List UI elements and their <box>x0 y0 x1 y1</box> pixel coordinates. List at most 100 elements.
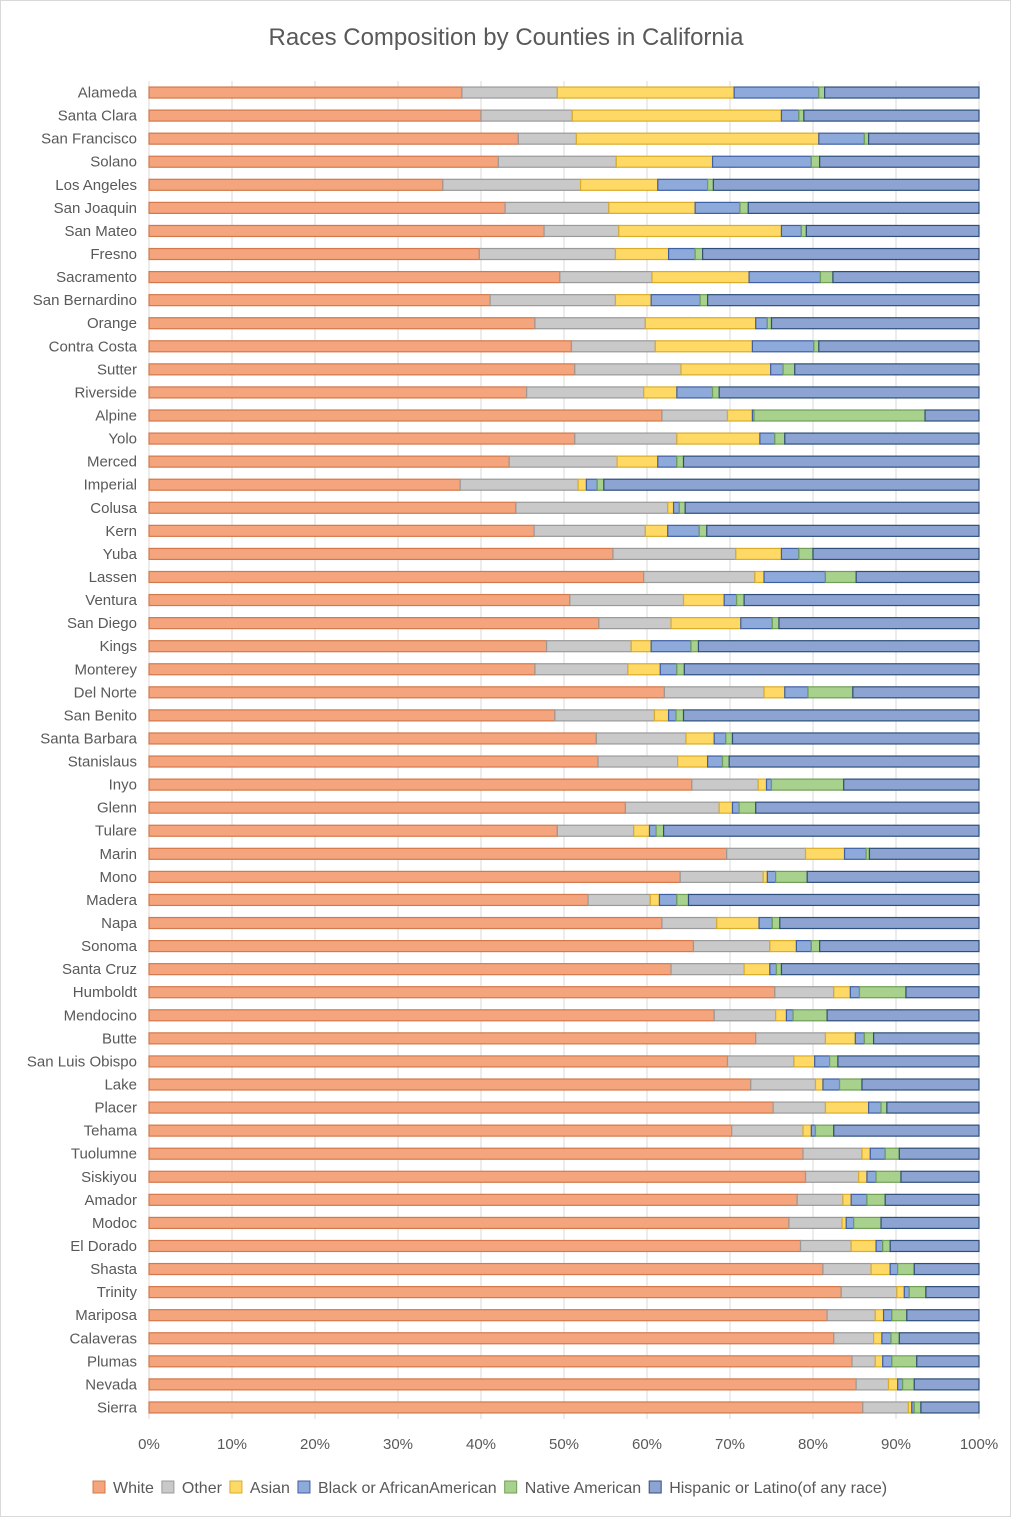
category-label: Merced <box>87 454 137 471</box>
bar-segment <box>148 986 776 999</box>
bar-segment <box>595 732 687 745</box>
bar-segment <box>687 893 980 907</box>
category-label: Inyo <box>109 777 137 794</box>
bar-segment <box>763 570 827 584</box>
bar-segment <box>838 1078 863 1091</box>
bar-segment <box>571 109 783 122</box>
bar-segment <box>489 294 617 307</box>
bar-segment <box>627 663 661 676</box>
bar-segment <box>757 778 768 791</box>
legend-label: Black or AfricanAmerican <box>318 1480 497 1497</box>
bar-segment <box>478 247 617 261</box>
bar-segment <box>148 178 444 191</box>
bar-segment <box>659 663 678 676</box>
bar-segment <box>792 1009 828 1022</box>
category-label: Butte <box>102 1030 137 1047</box>
bar-segment <box>886 1101 980 1114</box>
bar-segment <box>842 1193 852 1206</box>
bar-segment <box>726 847 807 860</box>
bar-segment <box>148 1262 824 1276</box>
bar-segment <box>832 270 980 284</box>
bar-segment <box>148 1124 733 1137</box>
bar-segment <box>784 432 980 445</box>
bar-segment <box>682 709 980 722</box>
bar-segment <box>148 870 681 883</box>
bar-segment <box>676 386 714 399</box>
bar-segment <box>643 570 756 584</box>
category-label: Yuba <box>103 546 138 563</box>
bar-segment <box>771 916 781 930</box>
bar-segment <box>682 593 725 607</box>
bar-segment <box>798 547 814 561</box>
bar-segment <box>148 247 480 261</box>
x-tick-label: 70% <box>715 1436 745 1453</box>
category-label: Amador <box>84 1192 137 1209</box>
bar-segment <box>763 686 786 699</box>
category-label: San Mateo <box>64 223 137 240</box>
bar-segment <box>800 224 807 238</box>
bar-segment <box>795 939 812 953</box>
category-label: Stanislaus <box>68 754 137 771</box>
bar-segment <box>692 939 771 953</box>
bar-segment <box>780 224 802 238</box>
bar-segment <box>890 1332 900 1345</box>
bar-segment <box>148 386 528 399</box>
category-label: Plumas <box>87 1353 137 1370</box>
bar-segment <box>148 1147 804 1160</box>
x-tick-label: 60% <box>632 1436 662 1453</box>
bar-segment <box>723 593 738 607</box>
bar-segment <box>148 939 695 953</box>
legend-label: Native American <box>525 1480 642 1497</box>
bar-segment <box>902 1378 915 1391</box>
category-label: Contra Costa <box>49 338 138 355</box>
bar-segment <box>651 270 750 284</box>
category-label: Sierra <box>97 1399 138 1416</box>
bar-segment <box>784 686 809 699</box>
bar-segment <box>804 1170 860 1183</box>
bar-segment <box>769 963 778 976</box>
bar-segment <box>793 1055 816 1068</box>
bar-segment <box>850 1193 868 1206</box>
bar-segment <box>148 617 600 630</box>
bar-segment <box>694 201 741 214</box>
bar-segment <box>575 132 820 145</box>
bar-segment <box>775 870 808 883</box>
chart-title: Races Composition by Counties in Califor… <box>269 24 745 51</box>
category-label: Tulare <box>95 823 137 840</box>
bar-segment <box>875 1170 902 1183</box>
bar-segment <box>774 432 786 445</box>
bar-segment <box>810 1124 817 1137</box>
bar-segment <box>148 86 463 99</box>
category-label: Sutter <box>97 361 137 378</box>
bar-segment <box>758 916 773 930</box>
bar-segment <box>508 455 618 468</box>
bar-segment <box>925 1286 980 1299</box>
bar-segment <box>874 1309 885 1322</box>
bar-segment <box>148 201 506 214</box>
bars <box>148 86 980 1414</box>
bar-segment <box>738 801 757 814</box>
bar-segment <box>826 1009 980 1022</box>
legend-label: White <box>113 1480 154 1497</box>
category-label: Del Norte <box>74 684 137 701</box>
bar-segment <box>706 178 715 191</box>
bar-segment <box>618 224 783 238</box>
bar-segment <box>667 501 675 514</box>
bar-segment <box>655 824 665 837</box>
bar-segment <box>819 155 980 168</box>
bar-segment <box>148 155 500 168</box>
bar-segment <box>924 409 980 422</box>
bar-segment <box>807 686 854 699</box>
bar-segment <box>743 963 771 976</box>
bar-segment <box>543 224 620 238</box>
bar-segment <box>824 1032 856 1045</box>
bar-segment <box>819 270 834 284</box>
bar-segment <box>736 593 745 607</box>
category-label: Solano <box>90 154 137 171</box>
category-label: Orange <box>87 315 137 332</box>
bar-segment <box>148 1286 842 1299</box>
bar-segment <box>579 178 659 191</box>
bar-segment <box>872 1332 883 1345</box>
bar-segment <box>148 501 517 514</box>
bar-segment <box>148 916 663 930</box>
